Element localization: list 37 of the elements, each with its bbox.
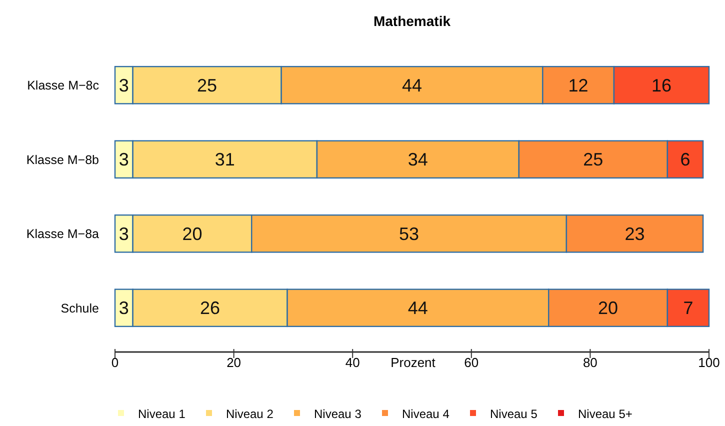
data-label: 25	[583, 150, 604, 170]
data-label: 7	[683, 298, 694, 318]
data-label: 44	[408, 298, 428, 318]
data-label: 6	[680, 150, 690, 170]
data-label: 23	[624, 224, 645, 244]
y-tick-label: Klasse M−8b	[26, 152, 100, 167]
legend-label: Niveau 1	[138, 407, 186, 421]
data-label: 3	[118, 75, 129, 96]
data-label: 3	[118, 298, 129, 318]
data-label: 44	[402, 75, 422, 96]
x-tick-label: 40	[345, 355, 360, 370]
x-tick-label: 20	[226, 355, 242, 370]
x-tick-label: 0	[111, 355, 119, 370]
data-label: 53	[399, 224, 420, 244]
y-tick-label: Klasse M−8a	[26, 227, 100, 241]
chart-title: Mathematik	[373, 13, 451, 29]
y-tick-label: Schule	[60, 301, 100, 316]
x-tick-label: 80	[582, 355, 598, 370]
x-tick-label: 60	[464, 355, 479, 370]
data-label: 26	[200, 298, 220, 318]
x-tick-label: 100	[698, 355, 720, 370]
data-label: 16	[651, 75, 672, 96]
x-axis-title: Prozent	[390, 355, 436, 370]
y-tick-label: Klasse M−8c	[27, 78, 99, 92]
data-label: 34	[408, 150, 428, 170]
data-label: 20	[598, 298, 618, 318]
data-label: 12	[568, 75, 588, 96]
legend-label: Niveau 2	[226, 407, 274, 421]
legend-label: Niveau 5+	[578, 407, 632, 421]
legend-label: Niveau 4	[402, 407, 450, 421]
data-label: 20	[182, 224, 202, 244]
data-label: 3	[118, 224, 129, 244]
legend-label: Niveau 5	[490, 407, 538, 421]
legend-label: Niveau 3	[314, 407, 362, 421]
data-label: 3	[118, 150, 129, 170]
data-label: 31	[214, 150, 235, 170]
data-label: 25	[197, 75, 218, 96]
